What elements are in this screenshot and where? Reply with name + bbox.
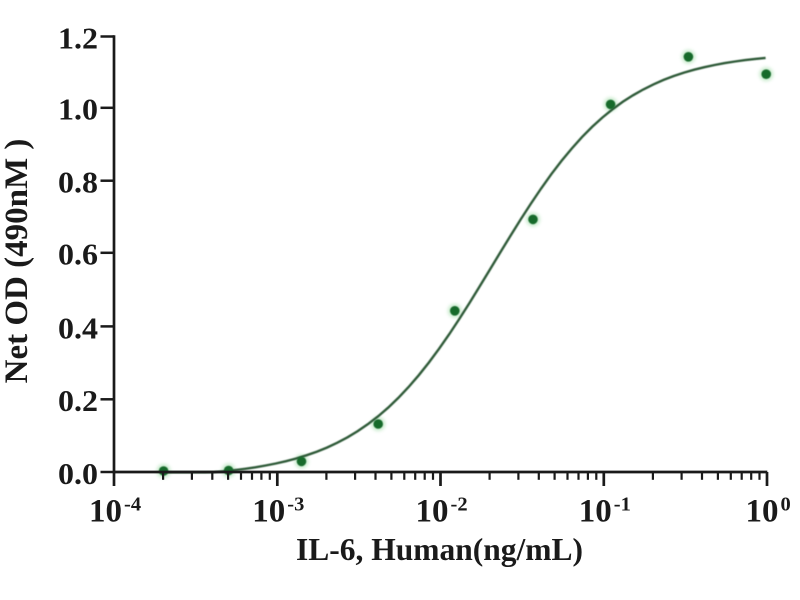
svg-text:10-3: 10-3 (252, 494, 304, 530)
svg-text:0.2: 0.2 (58, 383, 98, 418)
svg-text:1.0: 1.0 (58, 92, 98, 127)
svg-text:0.0: 0.0 (58, 456, 98, 491)
svg-text:0.8: 0.8 (58, 165, 98, 200)
svg-text:10-4: 10-4 (89, 494, 141, 530)
svg-text:10-2: 10-2 (416, 494, 468, 530)
svg-text:0.4: 0.4 (58, 310, 98, 345)
svg-text:Net OD (490nM ): Net OD (490nM ) (0, 139, 35, 384)
svg-text:1.2: 1.2 (58, 20, 98, 55)
svg-text:100: 100 (746, 494, 791, 530)
svg-text:IL-6, Human(ng/mL): IL-6, Human(ng/mL) (296, 532, 583, 567)
svg-text:10-1: 10-1 (579, 494, 631, 530)
svg-text:0.6: 0.6 (58, 237, 98, 272)
